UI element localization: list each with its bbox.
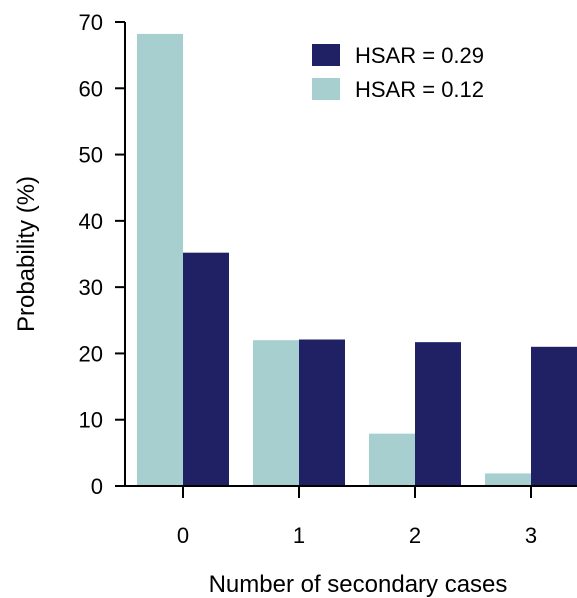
bar-hsar-012-cat-3 [485, 473, 531, 486]
y-tick-label: 0 [91, 474, 103, 499]
legend-label: HSAR = 0.29 [355, 43, 484, 68]
x-ticks-group: 0 1 2 3 [177, 486, 537, 548]
y-tick-label: 20 [79, 341, 103, 366]
y-tick-label: 70 [79, 10, 103, 35]
bar-hsar-029-cat-3 [531, 346, 577, 486]
legend-swatch [312, 78, 340, 100]
bar-hsar-029-cat-1 [299, 339, 345, 486]
x-tick-label: 2 [409, 523, 421, 548]
x-tick-label: 0 [177, 523, 189, 548]
bar-hsar-012-cat-2 [369, 433, 415, 486]
y-tick-label: 60 [79, 76, 103, 101]
y-tick-label: 40 [79, 209, 103, 234]
legend-swatch [312, 44, 340, 66]
y-ticks-group: 0 10 20 30 40 50 60 70 [79, 10, 125, 499]
bar-hsar-029-cat-0 [183, 252, 229, 486]
bar-hsar-012-cat-1 [253, 340, 299, 486]
bar-hsar-012-cat-0 [137, 33, 183, 486]
y-axis-label: Probability (%) [13, 176, 40, 332]
legend: HSAR = 0.29 HSAR = 0.12 [312, 43, 484, 102]
y-tick-label: 10 [79, 408, 103, 433]
legend-label: HSAR = 0.12 [355, 77, 484, 102]
x-tick-label: 1 [293, 523, 305, 548]
y-tick-label: 30 [79, 275, 103, 300]
bar-hsar-029-cat-2 [415, 342, 461, 486]
bars-group [137, 33, 577, 486]
x-tick-label: 3 [525, 523, 537, 548]
y-tick-label: 50 [79, 143, 103, 168]
x-axis-label: Number of secondary cases [209, 571, 508, 598]
axes-group [124, 22, 577, 487]
